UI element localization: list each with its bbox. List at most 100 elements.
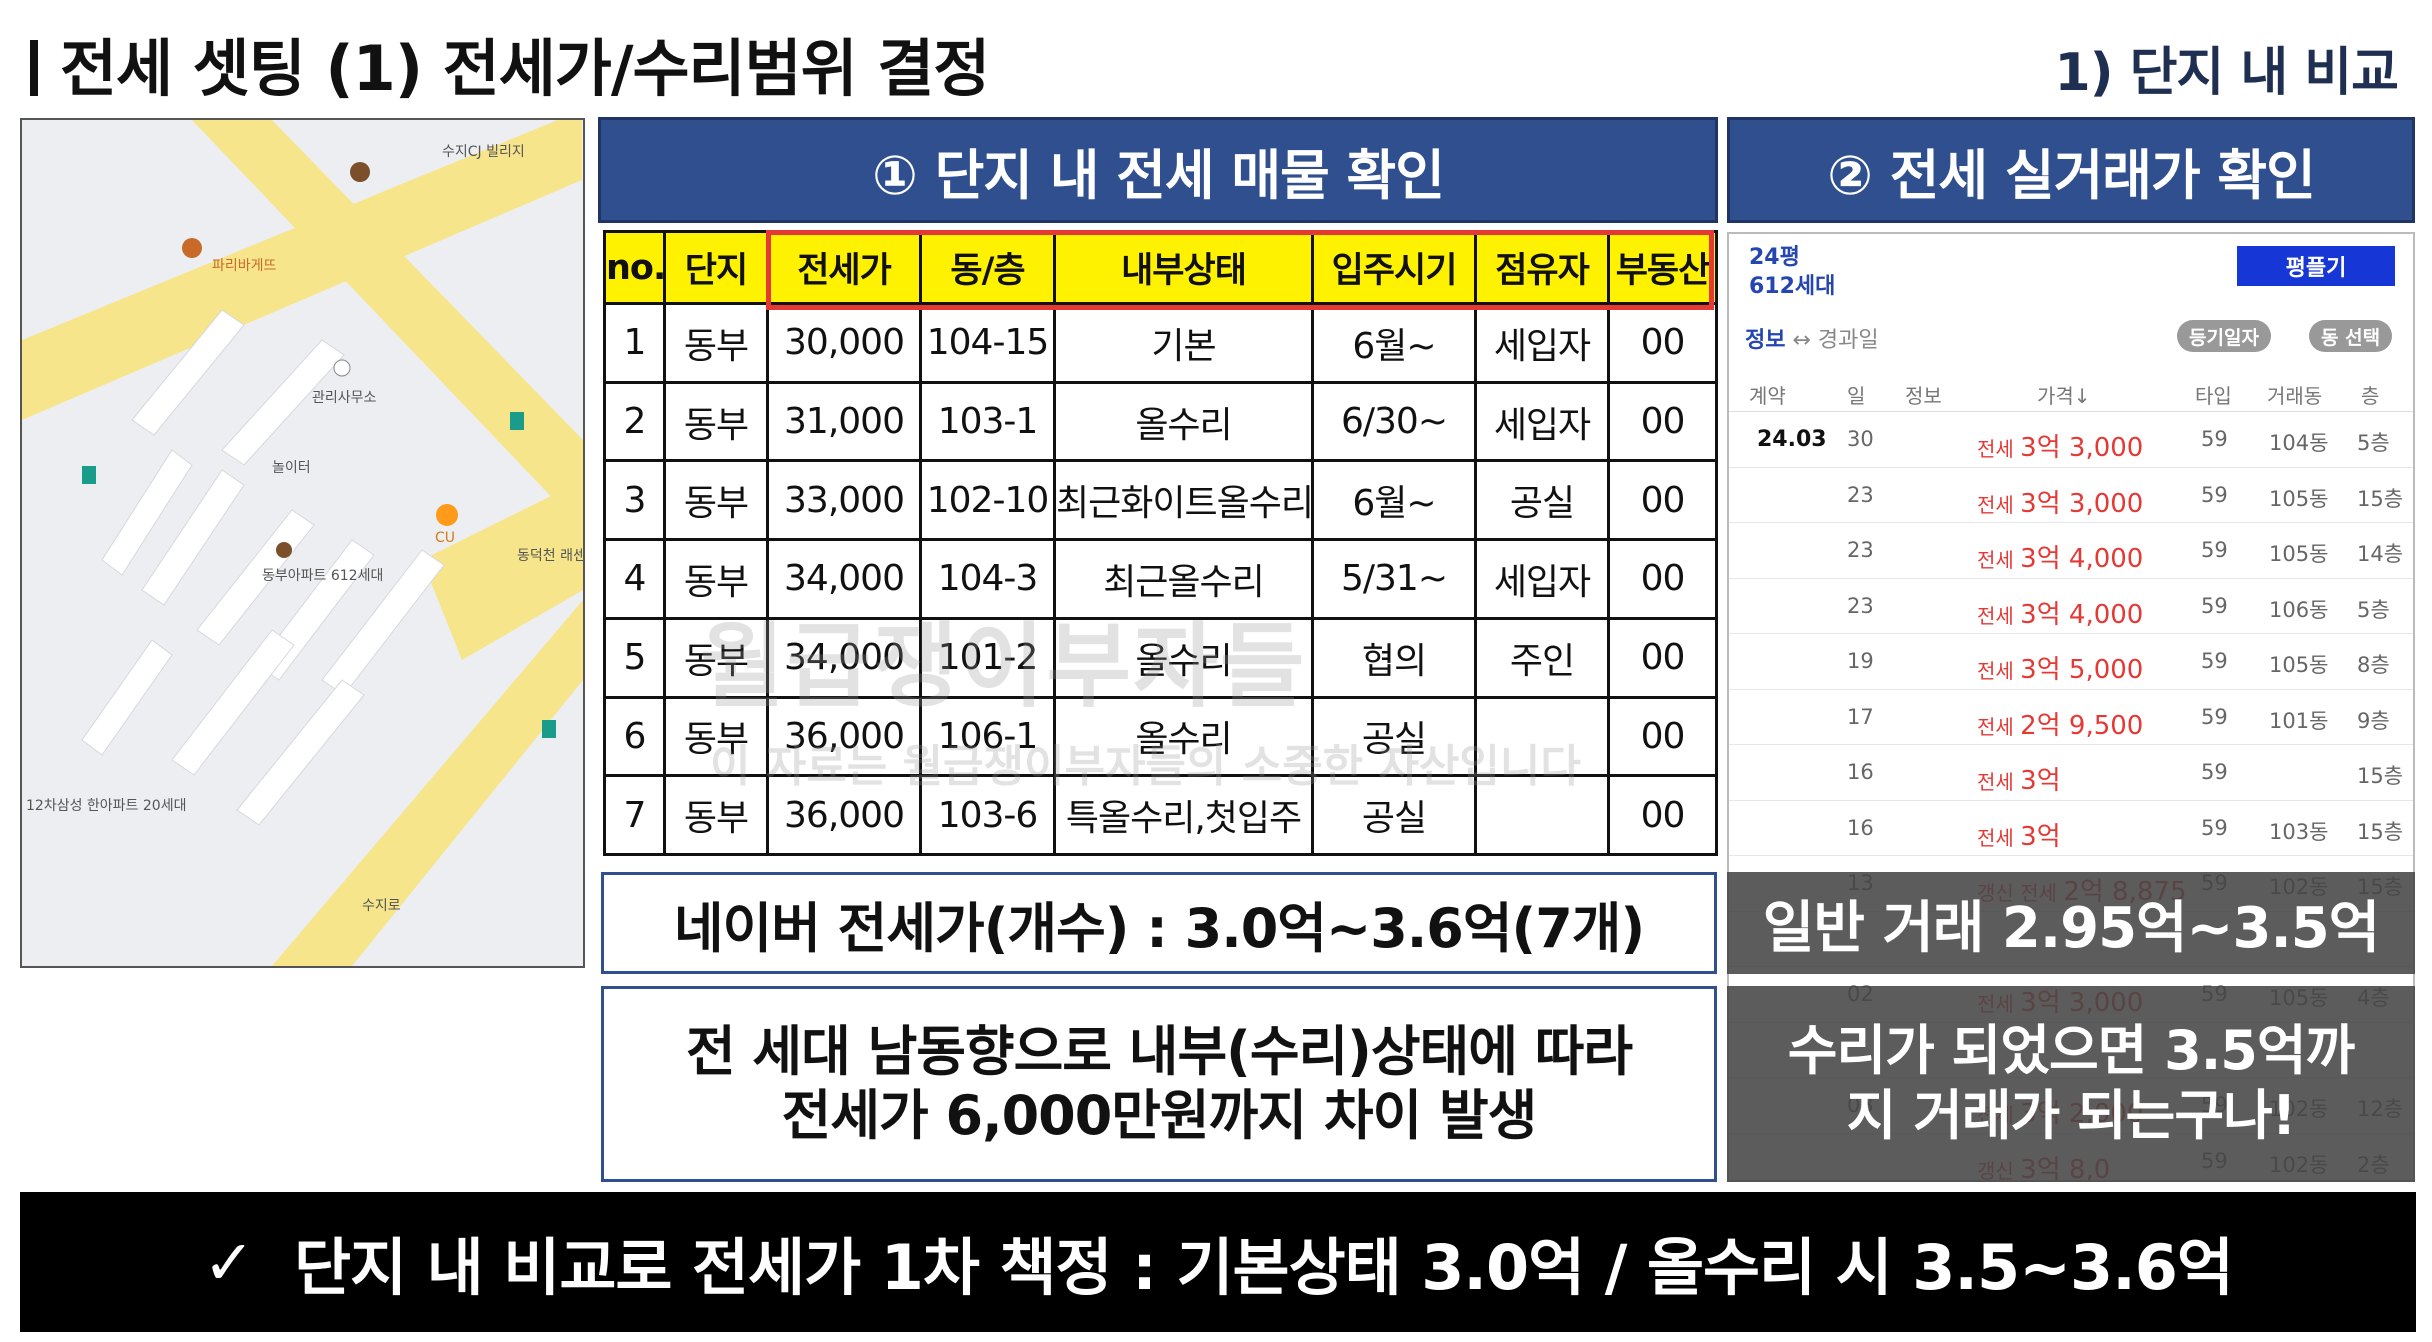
tab-elapsed[interactable]: 경과일 [1817, 328, 1879, 353]
transaction-type: 59 [2201, 649, 2228, 673]
table-cell: 5/31~ [1311, 538, 1477, 620]
complex-map[interactable]: 수지CJ 빌리지 파리바게뜨 관리사무소 CU 동부아파트 612세대 놀이터 … [20, 118, 585, 968]
map-label: 수지CJ 빌리지 [442, 144, 525, 160]
section-label: 1) 단지 내 비교 [2054, 43, 2399, 103]
table-cell: 동부 [663, 774, 769, 856]
table-cell: 동부 [663, 538, 769, 620]
transaction-bldg: 103동 [2269, 819, 2329, 844]
size-toggle-button[interactable]: 평플기 [2237, 246, 2395, 286]
table-row: 7 동부 36,000 103-6 특올수리,첫입주 공실 00 [603, 774, 1718, 856]
transaction-floor: 5층 [2357, 597, 2390, 622]
column-header: 층 [2361, 384, 2380, 408]
transaction-price: 전세 3억 3,000 [1977, 483, 2143, 520]
transaction-row[interactable]: 23 59 106동 5층 전세 3억 4,000 [1729, 579, 2413, 634]
panel-transactions-header: ② 전세 실거래가 확인 [1727, 117, 2415, 223]
table-cell: 34,000 [766, 616, 922, 699]
transaction-amount: 3억 5,000 [2020, 655, 2144, 685]
transaction-bldg: 105동 [2269, 653, 2329, 677]
transaction-kind: 전세 [1977, 770, 2014, 794]
table-cell: 31,000 [766, 380, 922, 463]
transaction-day: 16 [1847, 815, 1874, 840]
table-cell: 6 [603, 695, 666, 778]
transaction-price: 전세 3억 [1977, 760, 2061, 797]
transaction-amount: 3억 [2020, 766, 2061, 796]
transaction-row[interactable]: 23 59 105동 14층 전세 3억 4,000 [1729, 523, 2413, 579]
title-bar [30, 40, 38, 96]
transaction-bldg: 106동 [2269, 597, 2329, 622]
table-cell: 104-3 [919, 538, 1056, 620]
info-tabs: 정보 ↔ 경과일 [1745, 322, 1879, 354]
table-cell: 103-1 [919, 380, 1056, 463]
table-cell: 동부 [663, 302, 769, 384]
table-cell: 3 [603, 459, 666, 542]
table-cell: 7 [603, 774, 666, 856]
table-cell: 34,000 [766, 538, 922, 620]
column-header: 내부상태 [1053, 230, 1314, 305]
table-cell: 33,000 [766, 459, 922, 542]
table-cell [1474, 774, 1610, 856]
transaction-bldg: 101동 [2269, 708, 2329, 733]
filter-building[interactable]: 동 선택 [2309, 320, 2393, 352]
page-title-text: 전세 셋팅 (1) 전세가/수리범위 결정 [60, 32, 990, 105]
transaction-amount: 3억 4,000 [2020, 599, 2144, 630]
table-cell: 102-10 [919, 459, 1056, 542]
transaction-floor: 8층 [2357, 653, 2390, 677]
transaction-amount: 3억 3,000 [2020, 488, 2144, 519]
transaction-amount: 3억 3,000 [2020, 433, 2144, 463]
transaction-kind: 전세 [1977, 492, 2014, 517]
table-cell: 동부 [663, 616, 769, 699]
unit-size-label: 24평 612세대 [1749, 244, 1835, 301]
table-cell: 00 [1607, 538, 1718, 620]
transaction-floor: 9층 [2357, 708, 2390, 733]
table-cell: 00 [1607, 380, 1718, 463]
table-cell: 동부 [663, 695, 769, 778]
map-label: 동부아파트 612세대 [262, 568, 383, 584]
transaction-row[interactable]: 24.03 30 59 104동 5층 전세 3억 3,000 [1729, 412, 2413, 468]
price-gap-note: 전 세대 남동향으로 내부(수리)상태에 따라 전세가 6,000만원까지 차이… [601, 986, 1717, 1182]
table-cell: 00 [1607, 616, 1718, 699]
transaction-type: 59 [2201, 538, 2228, 562]
apt-marker-icon [276, 542, 292, 558]
transaction-row[interactable]: 17 59 101동 9층 전세 2억 9,500 [1729, 690, 2413, 745]
transaction-day: 16 [1847, 760, 1874, 784]
transaction-kind: 전세 [1977, 825, 2014, 850]
column-header[interactable]: 가격↓ [2037, 384, 2091, 408]
page-title: 전세 셋팅 (1) 전세가/수리범위 결정 [30, 18, 990, 108]
table-cell: 기본 [1053, 302, 1314, 384]
table-cell: 공실 [1311, 695, 1477, 778]
transaction-price: 전세 3억 4,000 [1977, 594, 2143, 631]
table-cell: 주인 [1474, 616, 1610, 699]
table-cell: 동부 [663, 459, 769, 542]
transaction-type: 59 [2201, 482, 2228, 507]
transaction-price: 전세 3억 3,000 [1977, 427, 2143, 464]
map-label: 관리사무소 [312, 390, 377, 406]
column-header: 동/층 [919, 230, 1056, 305]
table-header-row: no. 단지 전세가 동/층 내부상태 입주시기 점유자 부동산 [603, 230, 1718, 305]
transaction-header-row: 계약 일 정보 가격↓ 타입 거래동 층 [1729, 372, 2413, 412]
table-row: 2 동부 31,000 103-1 올수리 6/30~ 세입자 00 [603, 380, 1718, 463]
map-label: CU [435, 530, 455, 546]
transaction-row[interactable]: 16 59 15층 전세 3억 [1729, 745, 2413, 801]
table-cell: 올수리 [1053, 616, 1314, 699]
tab-info[interactable]: 정보 [1745, 328, 1786, 353]
transaction-amount: 3억 4,000 [2020, 544, 2144, 574]
table-cell: 6월~ [1311, 459, 1477, 542]
transaction-row[interactable]: 19 59 105동 8층 전세 3억 5,000 [1729, 634, 2413, 690]
transaction-kind: 전세 [1977, 603, 2014, 628]
transaction-row[interactable]: 16 59 103동 15층 전세 3억 [1729, 801, 2413, 856]
map-label: 파리바게뜨 [212, 258, 277, 274]
map-label: 수지로 [362, 898, 401, 914]
column-header: 정보 [1905, 384, 1942, 408]
table-row: 4 동부 34,000 104-3 최근올수리 5/31~ 세입자 00 [603, 538, 1718, 620]
table-cell: 00 [1607, 459, 1718, 542]
transaction-floor: 5층 [2357, 431, 2390, 455]
column-header: 계약 [1749, 384, 1786, 408]
filter-registry-date[interactable]: 등기일자 [2177, 320, 2271, 352]
villa-marker-icon [350, 162, 370, 182]
transaction-row[interactable]: 23 59 105동 15층 전세 3억 3,000 [1729, 468, 2413, 523]
check-icon: ✓ [203, 1225, 255, 1299]
column-header: 전세가 [766, 230, 922, 305]
table-cell: 103-6 [919, 774, 1056, 856]
office-marker-icon [333, 359, 351, 377]
transaction-type: 59 [2201, 760, 2228, 784]
